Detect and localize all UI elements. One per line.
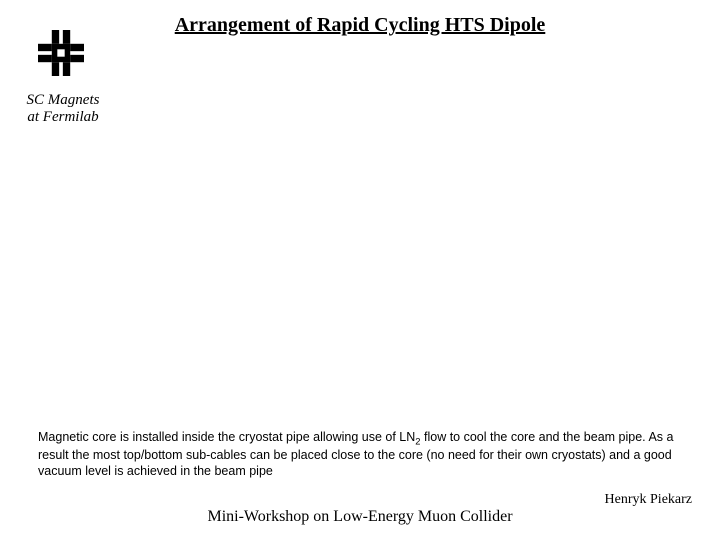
body-paragraph: Magnetic core is installed inside the cr… [38, 430, 700, 479]
fermilab-logo [38, 30, 84, 81]
footer-author: Henryk Piekarz [605, 492, 692, 508]
body-text-pre: Magnetic core is installed inside the cr… [38, 430, 415, 444]
slide-title: Arrangement of Rapid Cycling HTS Dipole [0, 14, 720, 37]
side-label-line2: at Fermilab [27, 109, 98, 125]
side-label: SC Magnets at Fermilab [22, 92, 104, 127]
slide-container: Arrangement of Rapid Cycling HTS Dipole … [0, 0, 720, 540]
side-label-line1: SC Magnets [27, 92, 100, 108]
footer-conference: Mini-Workshop on Low-Energy Muon Collide… [0, 508, 720, 526]
